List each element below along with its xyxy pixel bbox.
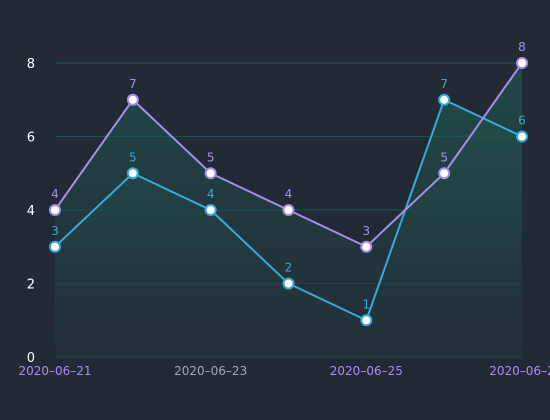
data-label: 4 (207, 187, 215, 201)
y-tick-label: 2 (27, 278, 35, 293)
data-label: 5 (440, 150, 448, 164)
point-layer (49, 57, 528, 327)
data-label: 7 (440, 77, 448, 91)
data-label: 4 (285, 187, 293, 201)
y-tick-label: 8 (27, 57, 35, 72)
data-label: 1 (363, 297, 371, 311)
data-label: 5 (207, 150, 215, 164)
data-point (282, 204, 295, 216)
x-tick-label: 2020–06–21 (18, 364, 91, 378)
data-label: 7 (129, 77, 137, 91)
data-label: 4 (51, 187, 59, 201)
data-point (282, 277, 295, 290)
data-label: 5 (129, 150, 137, 164)
data-label: 3 (51, 224, 59, 238)
data-point (49, 240, 61, 253)
x-tick-label: 2020–06–23 (174, 364, 247, 378)
x-tick-label: 2020–06–25 (330, 364, 403, 378)
y-tick-label: 6 (27, 131, 35, 146)
data-label: 8 (518, 40, 526, 54)
data-point (438, 93, 451, 106)
x-tick-label: 2020–06–2 (489, 364, 550, 378)
data-point (126, 167, 139, 180)
data-point (49, 204, 61, 216)
data-point (204, 167, 217, 180)
data-point (516, 130, 528, 143)
data-point (204, 204, 217, 216)
data-point (516, 57, 528, 69)
data-label: 2 (285, 261, 293, 275)
y-tick-label: 4 (27, 204, 35, 219)
data-label: 3 (363, 224, 371, 238)
label-layer: 3 5 4 2 1 7 6 4 7 5 4 3 5 8 (51, 40, 526, 311)
data-point (360, 240, 373, 253)
data-label: 6 (518, 114, 526, 128)
data-point (438, 167, 451, 180)
data-point (360, 314, 373, 327)
data-point (126, 93, 139, 106)
y-tick-label: 0 (27, 351, 35, 366)
